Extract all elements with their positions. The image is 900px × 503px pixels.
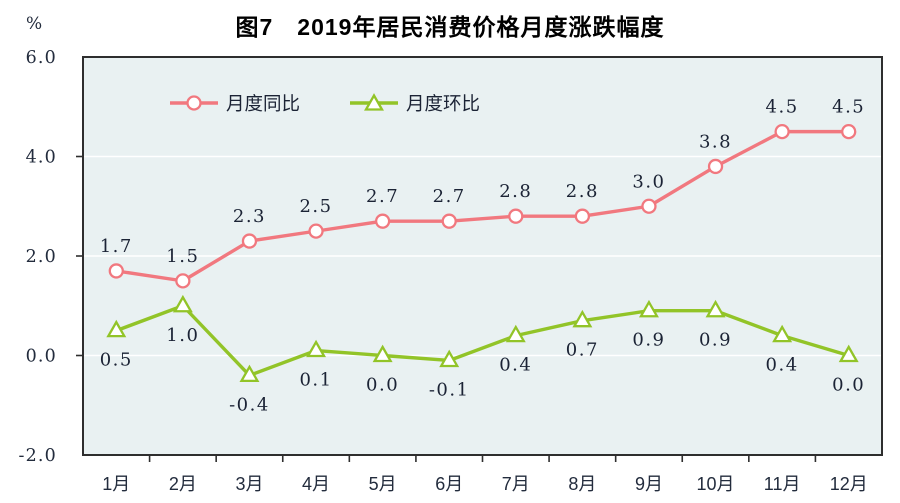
y-tick-label: -2.0 — [18, 446, 57, 466]
x-tick-label: 9月 — [635, 474, 663, 494]
x-tick-label: 7月 — [502, 474, 530, 494]
circle-marker — [175, 273, 191, 289]
data-label: 3.8 — [699, 131, 732, 152]
series-line — [116, 129, 849, 283]
series-mom: 0.5 1.0 -0.4 0.1 0.0 -0.1 0.4 0.7 0.9 0.9 0.4 0.0 — [100, 294, 865, 415]
triangle-marker — [638, 299, 659, 318]
y-axis-labels: 6.0 4.0 2.0 0.0 -2.0 — [18, 48, 57, 466]
y-tick-label: 6.0 — [26, 48, 57, 68]
circle-marker — [308, 223, 324, 239]
gridlines — [83, 155, 882, 357]
chart-title: 图7 2019年居民消费价格月度涨跌幅度 — [235, 14, 665, 40]
data-label: 2.3 — [233, 206, 266, 227]
data-label: 1.0 — [166, 325, 199, 346]
triangle-marker — [572, 309, 593, 328]
data-label: 0.9 — [699, 330, 732, 351]
y-tick-label: 2.0 — [26, 247, 57, 267]
x-tick-label: 5月 — [369, 474, 397, 494]
circle-marker — [841, 123, 857, 140]
circle-marker — [508, 208, 524, 224]
data-label: 2.8 — [499, 181, 532, 202]
data-label: 0.0 — [366, 375, 399, 396]
triangle-marker — [172, 294, 193, 313]
data-label: 2.7 — [366, 186, 399, 207]
data-label: 0.0 — [832, 375, 865, 396]
data-label: -0.4 — [229, 394, 270, 415]
data-label: 0.4 — [766, 355, 799, 376]
legend-label: 月度同比 — [226, 93, 300, 114]
x-tick-label: 6月 — [435, 474, 463, 494]
circle-marker — [108, 263, 124, 279]
data-label: 0.7 — [566, 340, 599, 361]
x-tick-label: 11月 — [764, 474, 801, 494]
data-label: 3.0 — [632, 171, 665, 192]
series-yoy: 1.7 1.5 2.3 2.5 2.7 2.7 2.8 2.8 3.0 3.8 4.5 4.5 — [100, 97, 865, 289]
data-label: 1.5 — [166, 246, 199, 267]
data-label: -0.1 — [429, 379, 470, 400]
series-line — [115, 304, 850, 378]
data-label: 4.5 — [766, 97, 799, 118]
y-tick-label: 4.0 — [26, 148, 57, 168]
triangle-marker — [838, 344, 859, 363]
data-label: 0.9 — [632, 330, 665, 351]
triangle-marker — [505, 324, 526, 343]
triangle-marker — [306, 339, 327, 358]
data-label: 2.5 — [299, 196, 332, 217]
x-tick-label: 4月 — [302, 474, 330, 494]
circle-marker — [374, 213, 391, 229]
legend-label: 月度环比 — [406, 93, 480, 114]
axis-ticks — [76, 155, 817, 462]
triangle-marker — [106, 319, 127, 338]
circle-marker — [641, 198, 657, 214]
x-tick-label: 2月 — [169, 474, 197, 494]
y-tick-label: 0.0 — [26, 347, 57, 367]
y-axis-unit-label: % — [26, 14, 43, 34]
plot-border — [82, 56, 883, 456]
data-label: 2.7 — [433, 186, 466, 207]
triangle-marker — [439, 349, 460, 368]
triangle-marker — [772, 324, 793, 343]
x-tick-label: 10月 — [697, 474, 735, 494]
triangle-marker — [372, 344, 393, 363]
data-label: 4.5 — [832, 97, 865, 118]
data-label: 1.7 — [100, 236, 133, 257]
triangle-marker — [239, 364, 260, 383]
x-axis-labels: 1月 2月 3月 4月 5月 6月 7月 8月 9月 10月 11月 12月 — [102, 474, 867, 494]
legend: 月度同比 月度环比 — [170, 93, 480, 114]
circle-marker — [441, 213, 457, 229]
data-label: 0.4 — [499, 355, 532, 376]
data-label: 0.1 — [299, 370, 332, 391]
x-tick-label: 1月 — [102, 474, 130, 494]
x-tick-label: 12月 — [830, 474, 868, 494]
data-label: 0.5 — [100, 350, 133, 371]
circle-marker — [241, 233, 258, 249]
x-tick-label: 3月 — [235, 474, 263, 494]
circle-marker — [574, 208, 591, 224]
triangle-marker — [364, 93, 384, 111]
circle-marker — [774, 123, 790, 140]
data-label: 2.8 — [566, 181, 599, 202]
circle-marker — [186, 95, 202, 111]
triangle-marker — [705, 299, 726, 318]
circle-marker — [707, 158, 724, 175]
x-tick-label: 8月 — [568, 474, 596, 494]
